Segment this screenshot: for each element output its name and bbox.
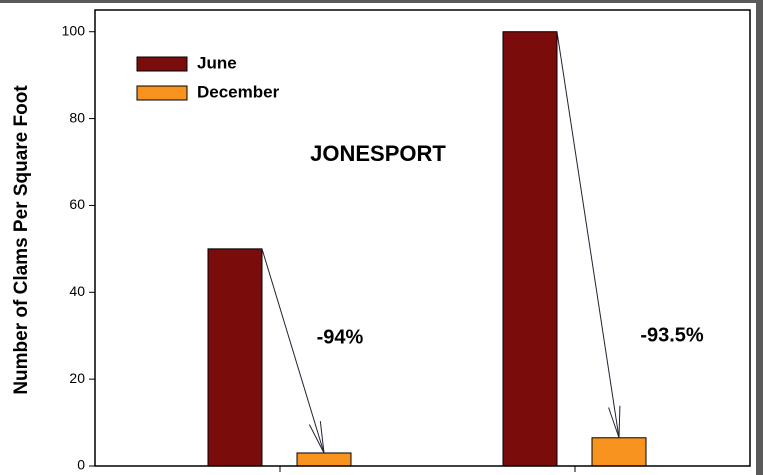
y-tick-label: 60 — [69, 196, 85, 212]
background — [0, 3, 756, 475]
arrow-head — [319, 421, 325, 454]
y-axis-label: Number of Clams Per Square Foot — [11, 85, 32, 395]
legend-label: June — [197, 53, 237, 72]
bar — [591, 437, 647, 467]
arrow-head — [308, 424, 325, 454]
bar — [207, 248, 263, 467]
annotation: -93.5% — [640, 324, 704, 346]
y-tick-label: 40 — [69, 283, 85, 299]
bar — [502, 31, 558, 467]
y-tick-label: 0 — [77, 457, 85, 473]
arrow-line — [261, 248, 325, 454]
y-tick-label: 20 — [69, 370, 85, 386]
arrow-head — [608, 407, 620, 438]
bar — [296, 452, 352, 467]
y-tick-label: 80 — [69, 109, 85, 125]
plot-frame — [94, 9, 751, 467]
y-tick-label: 100 — [62, 22, 86, 38]
annotation: -94% — [317, 326, 364, 348]
legend-swatch — [136, 85, 188, 101]
arrow-line — [556, 31, 620, 438]
legend-swatch — [136, 56, 188, 72]
arrow-head — [618, 405, 621, 438]
annotation: JONESPORT — [310, 141, 446, 166]
legend-label: December — [197, 82, 280, 101]
